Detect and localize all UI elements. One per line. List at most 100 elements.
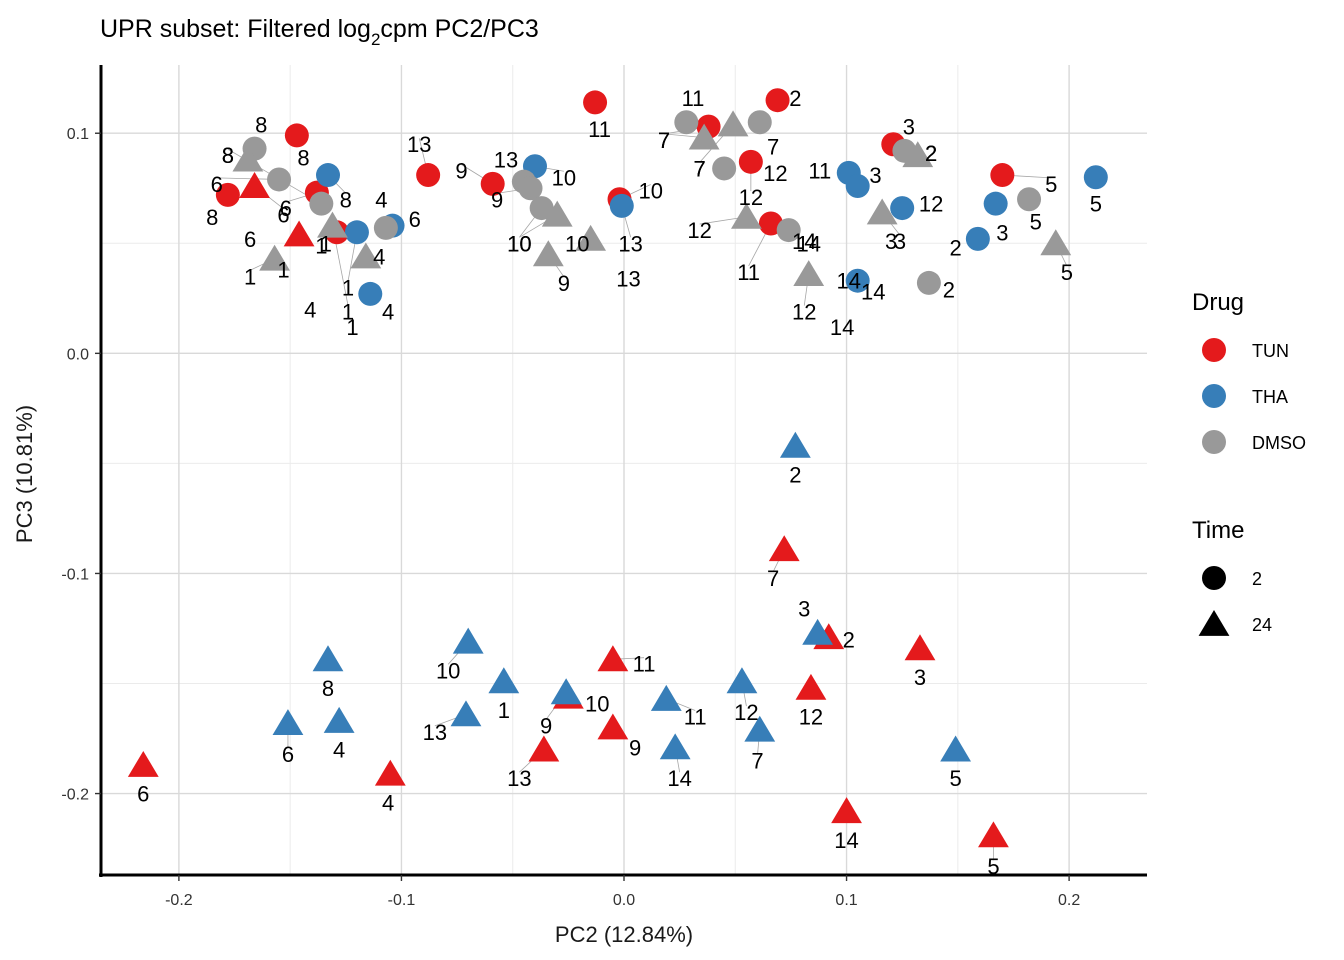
x-tick-label: 0.0 [613, 892, 635, 909]
point-label: 12 [687, 218, 711, 243]
point-label: 6 [137, 782, 149, 807]
y-tick-label: -0.2 [61, 787, 89, 804]
point-label: 3 [798, 597, 810, 622]
point-label: 1 [342, 300, 354, 325]
point-label: 2 [925, 141, 937, 166]
point-label: 9 [629, 735, 641, 760]
tun-triangle-point [239, 172, 270, 198]
tha-triangle-point [940, 735, 972, 762]
point-label: 7 [658, 128, 670, 153]
point-label: 11 [737, 260, 760, 285]
tun-circle-point [738, 149, 763, 174]
grid-lines [101, 65, 1147, 875]
tun-circle-point [480, 171, 505, 196]
legend-key-tha [1202, 384, 1226, 408]
point-label: 7 [694, 156, 706, 181]
point-label: 12 [799, 705, 823, 730]
dmso-circle-point [747, 110, 772, 135]
tha-circle-point [344, 220, 369, 245]
point-label: 3 [869, 163, 881, 188]
dmso-triangle-point [902, 141, 934, 168]
point-label: 1 [498, 698, 510, 723]
point-label: 7 [767, 134, 779, 159]
dmso-triangle-point [350, 242, 382, 269]
point-label: 5 [1090, 192, 1102, 217]
point-label: 9 [540, 713, 552, 738]
data-points [127, 88, 1108, 848]
tha-triangle-point [452, 627, 484, 654]
legend-key-24 [1198, 610, 1230, 636]
point-label: 7 [658, 128, 670, 153]
axes: -0.2 -0.1 0.0 0.1 0.2 -0.2 -0.1 0.0 0.1 [61, 65, 1147, 909]
dmso-triangle-point [259, 244, 290, 271]
legend-key-2 [1202, 566, 1226, 590]
x-tick-label: 0.2 [1058, 892, 1080, 909]
point-label: 6 [211, 172, 223, 197]
point-label: 5 [1061, 260, 1073, 285]
point-label: 11 [682, 86, 705, 111]
tha-circle-point [609, 193, 634, 218]
tun-triangle-point [795, 673, 827, 700]
y-axis-title: PC3 (10.81%) [12, 405, 37, 543]
dmso-triangle-point [532, 240, 564, 267]
point-label: 5 [1030, 209, 1042, 234]
legend-key-dmso [1202, 430, 1226, 454]
point-label: 14 [830, 315, 854, 340]
dmso-circle-point [529, 196, 554, 221]
dmso-triangle-point [731, 202, 762, 229]
dmso-triangle-point [717, 110, 749, 137]
legend-label: TUN [1252, 341, 1289, 361]
tha-triangle-point [323, 706, 355, 733]
point-label: 6 [282, 742, 294, 767]
dmso-circle-point [674, 110, 699, 135]
dmso-triangle-point [866, 198, 898, 225]
tha-circle-point [1083, 165, 1108, 190]
legend-label: 2 [1252, 569, 1262, 589]
point-label: 13 [407, 132, 431, 157]
tun-triangle-point [978, 821, 1009, 848]
point-label: 3 [996, 220, 1008, 245]
point-label: 14 [861, 280, 885, 305]
tun-triangle-point [127, 750, 159, 777]
tha-circle-point [845, 174, 870, 199]
point-label: 12 [763, 161, 787, 186]
point-label: 8 [206, 205, 218, 230]
title-subscript: 2 [371, 30, 380, 49]
legend-title-drug: Drug [1192, 289, 1244, 316]
title-part-main: UPR subset: Filtered log [100, 15, 371, 43]
point-label: 1 [277, 258, 289, 283]
tha-circle-point [890, 196, 915, 221]
point-label: 4 [333, 738, 345, 763]
point-label: 7 [694, 156, 706, 181]
point-label: 2 [789, 462, 801, 487]
legend-label: DMSO [1252, 433, 1306, 453]
tun-triangle-point [374, 759, 406, 786]
point-label: 7 [751, 749, 763, 774]
point-label: 12 [919, 192, 943, 217]
point-label: 6 [277, 203, 289, 228]
point-label: 1 [320, 231, 332, 256]
legend-title-time: Time [1192, 517, 1244, 544]
point-label: 6 [280, 196, 292, 221]
point-label: 1 [244, 264, 256, 289]
point-label: 6 [409, 207, 421, 232]
tun-triangle-point [597, 713, 629, 740]
point-label: 10 [436, 658, 460, 683]
point-label: 13 [494, 148, 518, 173]
point-label: 8 [340, 187, 352, 212]
tha-circle-point [845, 268, 870, 293]
tha-triangle-point [802, 618, 834, 645]
point-label: 14 [667, 766, 691, 791]
point-label: 5 [987, 854, 999, 879]
point-label: 11 [633, 652, 656, 677]
point-label: 13 [423, 720, 447, 745]
dmso-triangle-point [575, 224, 607, 251]
legend-label: THA [1252, 387, 1288, 407]
dmso-circle-point [916, 270, 941, 295]
point-label: 14 [796, 231, 820, 256]
point-label: 4 [375, 187, 387, 212]
point-label: 14 [837, 269, 861, 294]
tha-triangle-point [450, 700, 482, 727]
dmso-circle-point [373, 215, 398, 240]
